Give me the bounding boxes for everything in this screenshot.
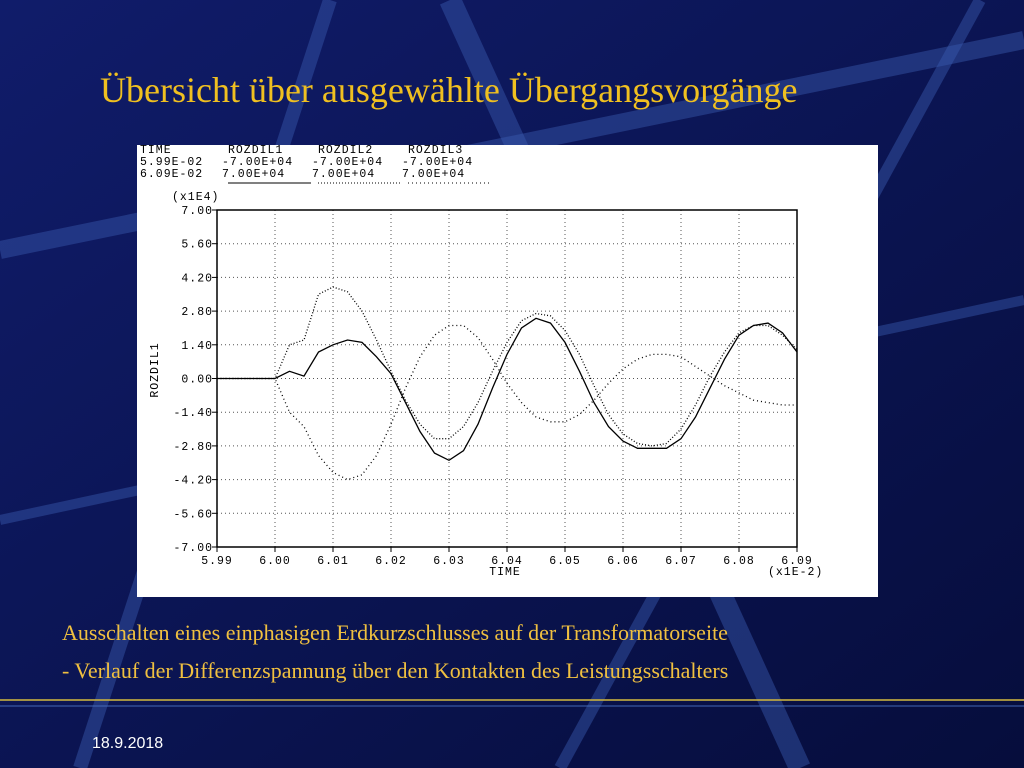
x-tick-label: 6.09	[781, 555, 813, 568]
series-line	[217, 286, 798, 447]
series-line	[217, 317, 798, 462]
legend-range: 7.00E+04	[312, 168, 375, 181]
y-tick-label: 0.00	[181, 374, 213, 387]
x-tick-label: 6.01	[317, 555, 349, 568]
caption: - Verlauf der Differenzspannung über den…	[62, 658, 728, 683]
y-tick-label: 1.40	[181, 340, 213, 353]
y-tick-label: 7.00	[181, 205, 213, 218]
y-tick-label: -7.00	[173, 542, 213, 555]
legend-label: ROZDIL2	[318, 144, 373, 157]
y-tick-label: -4.20	[173, 475, 213, 488]
y-tick-label: -5.60	[173, 508, 213, 521]
x-tick-label: 6.00	[259, 555, 291, 568]
header-range: 5.99E-02	[140, 156, 203, 169]
y-tick-label: 2.80	[181, 306, 213, 319]
series-line	[217, 324, 797, 481]
legend-range: -7.00E+04	[312, 156, 383, 169]
y-unit: (x1E4)	[172, 191, 219, 204]
x-axis-label: TIME	[489, 566, 521, 579]
x-tick-label: 6.08	[723, 555, 755, 568]
legend-range: 7.00E+04	[222, 168, 285, 181]
y-tick-label: -1.40	[173, 407, 213, 420]
x-tick-label: 6.02	[375, 555, 407, 568]
header-name: TIME	[140, 144, 172, 157]
x-unit: (x1E-2)	[768, 566, 823, 579]
legend-range: -7.00E+04	[402, 156, 473, 169]
x-tick-label: 6.07	[665, 555, 697, 568]
x-tick-label: 6.06	[607, 555, 639, 568]
date: 18.9.2018	[92, 735, 163, 752]
x-tick-label: 6.03	[433, 555, 465, 568]
header-range: 6.09E-02	[140, 168, 203, 181]
legend-label: ROZDIL1	[228, 144, 283, 157]
y-axis-label: ROZDIL1	[149, 342, 162, 397]
slide-title: Übersicht über ausgewählte Übergangsvorg…	[100, 70, 797, 110]
legend-range: 7.00E+04	[402, 168, 465, 181]
x-tick-label: 5.99	[201, 555, 233, 568]
x-tick-label: 6.05	[549, 555, 581, 568]
legend-range: -7.00E+04	[222, 156, 293, 169]
y-tick-label: -2.80	[173, 441, 213, 454]
x-tick-label: 6.04	[491, 555, 523, 568]
caption: Ausschalten eines einphasigen Erdkurzsch…	[62, 620, 728, 645]
y-tick-label: 5.60	[181, 239, 213, 252]
legend-label: ROZDIL3	[408, 144, 463, 157]
y-tick-label: 4.20	[181, 272, 213, 285]
